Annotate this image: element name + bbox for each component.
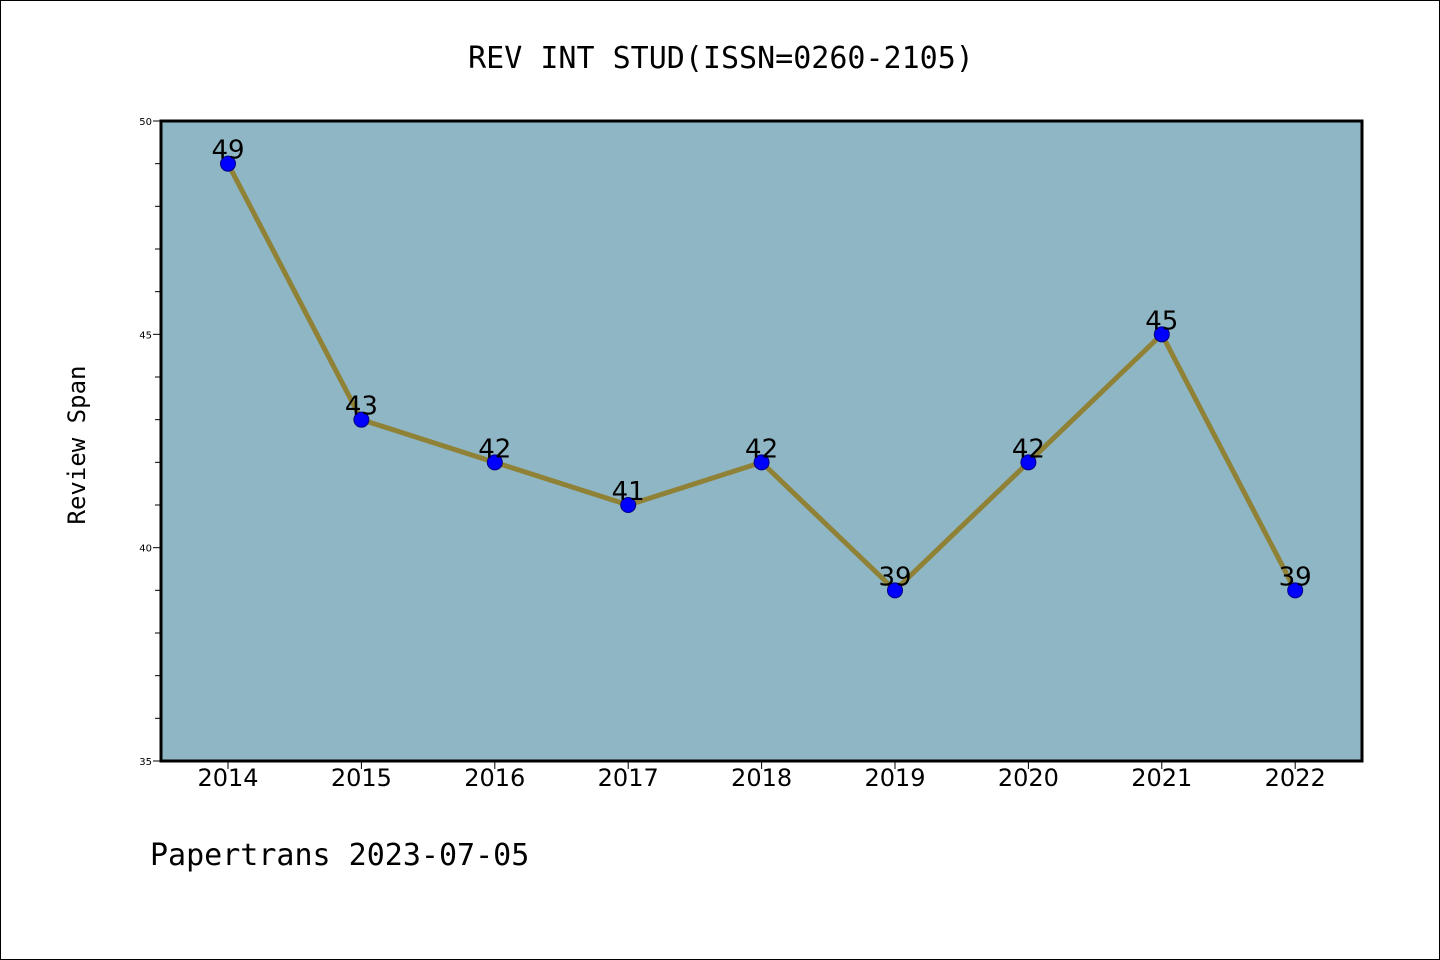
y-axis-label: Review Span [63,366,91,525]
plot-frame [159,119,1364,763]
line-segment [892,459,1031,593]
x-tick-label: 2016 [464,764,525,792]
data-label: 41 [612,477,645,507]
line-segment [225,161,364,423]
x-tick-label: 2017 [598,764,659,792]
x-tick-label: 2018 [731,764,792,792]
data-point [887,582,903,599]
y-axis-tick-labels: 35 40 45 50 [139,117,152,768]
plot-area [161,121,1362,761]
data-point [620,497,637,513]
y-tick-label: 35 [139,757,152,768]
data-point [753,454,770,471]
line-segment [1159,331,1298,593]
series-lines [225,161,1298,593]
y-tick-label: 45 [139,330,152,341]
footer-date-label: Papertrans 2023-07-05 [150,838,529,873]
data-labels: 49 43 42 41 42 39 42 45 39 [211,136,1311,593]
line-segment [759,459,898,593]
data-point [1020,454,1037,471]
data-label: 39 [878,562,911,592]
data-point [220,155,236,172]
chart-title: REV INT STUD(ISSN=0260-2105) [468,41,974,76]
line-segment [492,459,631,508]
data-label: 42 [745,434,778,464]
data-point [1153,326,1170,343]
y-tick-label: 50 [139,117,152,128]
x-axis-tick-labels: 2014 2015 2016 2017 2018 2019 2020 2021 2022 [197,764,1325,792]
x-tick-label: 2021 [1131,764,1192,792]
data-label: 45 [1145,306,1178,336]
data-label: 39 [1279,562,1312,592]
data-label: 42 [1012,434,1045,464]
data-point [486,454,503,471]
x-tick-label: 2020 [998,764,1059,792]
data-label: 43 [345,392,378,422]
data-label: 49 [211,136,244,166]
line-segment [625,459,765,508]
y-tick-label: 40 [139,544,152,555]
x-tick-label: 2015 [331,764,392,792]
x-tick-label: 2019 [864,764,925,792]
data-point [353,411,370,428]
x-tick-label: 2014 [197,764,258,792]
series-markers [220,155,1304,599]
data-point [1287,582,1304,599]
line-segment [1025,331,1165,465]
data-label: 42 [478,434,511,464]
x-tick-label: 2022 [1265,764,1326,792]
line-segment [358,417,498,465]
